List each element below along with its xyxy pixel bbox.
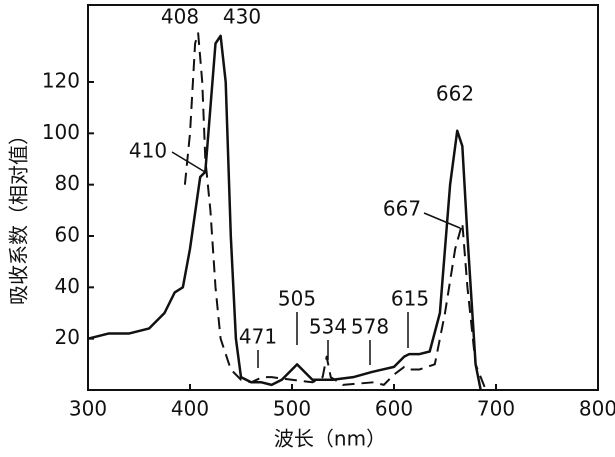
annotation-leader [423,212,461,229]
y-tick-label: 60 [55,223,80,247]
y-axis-label: 吸收系数（相对值） [7,125,31,305]
y-tick-label: 20 [55,325,80,349]
x-tick-label: 400 [171,397,209,421]
x-tick-label: 500 [273,397,311,421]
y-tick-label: 80 [55,171,80,195]
plot-frame [87,4,599,391]
annotation: 662 [436,82,474,106]
annotation: 505 [278,287,316,311]
series-line [87,34,482,391]
y-tick-label: 40 [55,274,80,298]
y-tick-label: 100 [42,120,80,144]
x-tick-label: 300 [69,397,107,421]
x-tick-label: 800 [579,397,615,421]
y-tick-label: 120 [42,69,80,93]
annotation: 578 [351,315,389,339]
annotation-leader [171,151,206,173]
annotation: 667 [383,197,421,221]
annotation: 534 [309,315,347,339]
annotation: 471 [239,325,277,349]
x-tick-label: 600 [375,397,413,421]
x-axis-label: 波长（nm） [274,427,386,451]
annotation: 615 [391,287,429,311]
annotation: 410 [129,139,167,163]
annotation: 430 [223,5,261,29]
x-tick-label: 700 [477,397,515,421]
series-line [183,32,487,391]
annotation: 408 [161,5,199,29]
